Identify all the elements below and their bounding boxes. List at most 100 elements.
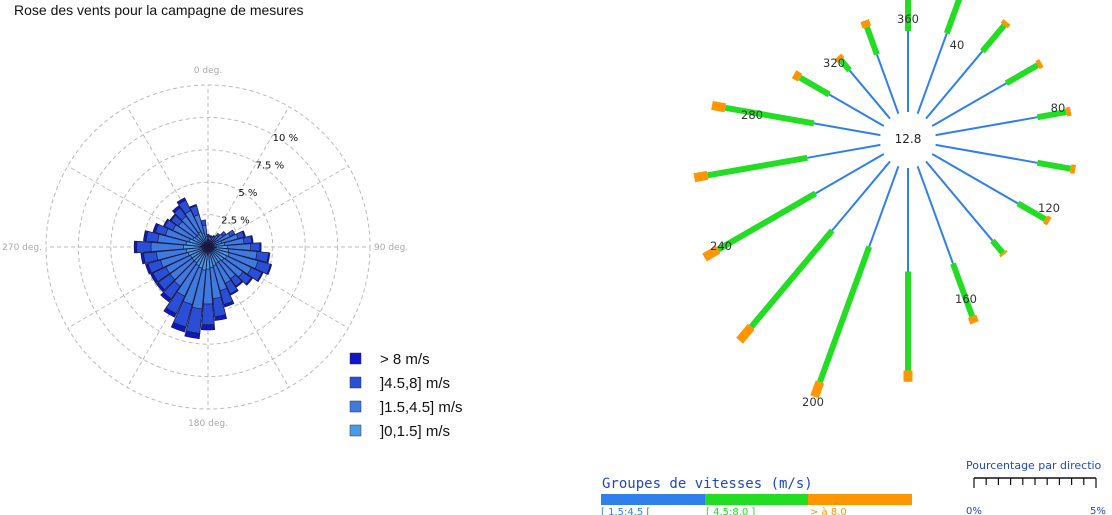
legend-label-0-1-5: ]0,1.5] m/s [380,423,450,440]
radial-bar-high [702,245,721,262]
radial-bar-mid [864,25,880,56]
radial-bar-high [810,380,825,399]
speed-groups-legend: Groupes de vitesses (m/s) [ 1.5:4.5 [ [ … [601,476,912,515]
speed-group-bar-low [601,494,705,505]
polar-grid-spoke [67,165,209,248]
radial-bar-mid [838,57,852,73]
radial-bar-low [931,153,1019,205]
legend-swatch-1-5-4-5 [349,400,362,413]
radial-bar-high [1069,164,1076,174]
legend-label-4-5-8: ]4.5,8] m/s [380,375,450,392]
polar-grid-spoke [207,246,349,329]
radial-bar-mid [748,228,835,329]
direction-label-320: 320 [823,56,845,70]
radial-bar-high [967,314,979,325]
radial-bar-high [1000,19,1011,29]
radial-bar-low [848,69,891,120]
bar-band-1-5-4-5 [207,243,252,251]
radial-bar-mid [980,23,1007,54]
bar-band-0-1-5 [204,236,209,248]
radial-bar-low [925,50,984,120]
radial-bar-low [935,143,1038,164]
polar-wind-rose: 0 deg. 90 deg. 180 deg. 270 deg. 2.5 % 5… [2,66,408,429]
radial-label-7-5: 7.5 % [256,161,285,172]
radial-bar-high [693,170,709,183]
radial-bar-high [1043,215,1052,226]
radial-bar-high [834,53,845,63]
legend-label-gt8: > 8 m/s [380,351,430,368]
radial-bar-high [711,100,727,113]
bar-band-1-5-4-5 [150,242,209,252]
radial-bar-low [931,82,1007,127]
radial-bar-mid [707,154,808,179]
legend-swatch-0-1-5 [349,424,362,437]
polar-grid-spoke [207,165,349,248]
scale-max-label: 5% [1090,506,1106,515]
radial-bar-mid [950,262,976,318]
radial-label-2-5: 2.5 % [221,216,250,227]
radial-bar-low [916,32,948,115]
radial-bar-low [935,116,1038,137]
legend-swatch-4-5-8 [349,376,362,389]
direction-label-240: 240 [710,239,732,253]
angle-label-180: 180 deg. [188,419,228,429]
direction-label-40: 40 [950,38,965,52]
polar-grid-spoke [126,246,209,388]
radial-bar-mid [943,0,963,35]
radial-bar-mid [1036,109,1067,121]
center-value: 12.8 [895,132,922,146]
polar-grid-spoke [207,246,290,388]
radial-bar-low [831,160,891,232]
radial-bar-mid [1036,159,1072,172]
speed-groups-title: Groupes de vitesses (m/s) [602,476,813,492]
radial-bar-mid [724,104,815,127]
radial-bar-low [813,122,881,137]
direction-label-160: 160 [955,292,977,306]
radial-label-5: 5 % [238,188,257,199]
angle-label-270: 270 deg. [2,243,42,253]
radial-bar-low [925,160,994,242]
radial-bar-low [828,93,885,127]
speed-group-label-low: [ 1.5:4.5 [ [601,507,650,515]
radial-bar-high [791,70,803,82]
radial-bar-low [875,54,900,115]
scale-ticks [973,477,1097,488]
direction-label-200: 200 [802,395,824,409]
angle-label-90: 90 deg. [374,243,408,253]
radial-bar-mid [1004,62,1039,86]
polar-grid-spoke [126,106,209,248]
speed-group-label-high: > à 8.0 [810,506,847,515]
radial-bar-low [868,165,900,248]
radial-bar-mid [817,245,873,384]
percentage-scale: Pourcentage par directio 0% 5% [966,459,1106,515]
direction-label-120: 120 [1038,201,1060,215]
scale-title: Pourcentage par directio [966,459,1102,472]
radial-bar-mid [1016,200,1047,222]
radial-label-10: 10 % [273,133,298,144]
speed-legend: > 8 m/s ]4.5,8] m/s ]1.5,4.5] m/s ]0,1.5… [349,351,463,440]
radial-bar-mid [990,238,1005,255]
direction-label-360: 360 [897,12,919,26]
polar-grid-circle [110,149,306,345]
polar-grid-spoke [207,106,290,248]
angle-label-0: 0 deg. [194,66,222,76]
radial-bar-high [1065,106,1072,117]
polar-bars [133,197,273,339]
radial-bar-low [807,143,881,159]
speed-group-bar-mid [705,494,808,505]
direction-label-80: 80 [1051,101,1066,115]
radial-speed-rose: 12.8 360 40 80 120 160 200 240 280 320 [693,0,1076,409]
radial-bar-low [815,153,885,195]
radial-bar-mid [716,190,818,253]
radial-bar-high [1035,59,1044,70]
radial-bar-high [999,249,1008,258]
radial-bar-low [916,165,954,264]
speed-group-label-mid: [ 4.5:8.0 ] [706,507,755,515]
radial-bar-high [860,19,872,29]
polar-grid [45,84,371,410]
scale-min-label: 0% [966,506,982,515]
bar-band-1-5-4-5 [203,246,213,305]
polar-grid-spoke [67,246,209,329]
legend-swatch-gt8 [349,352,362,365]
radial-bars [693,0,1076,399]
